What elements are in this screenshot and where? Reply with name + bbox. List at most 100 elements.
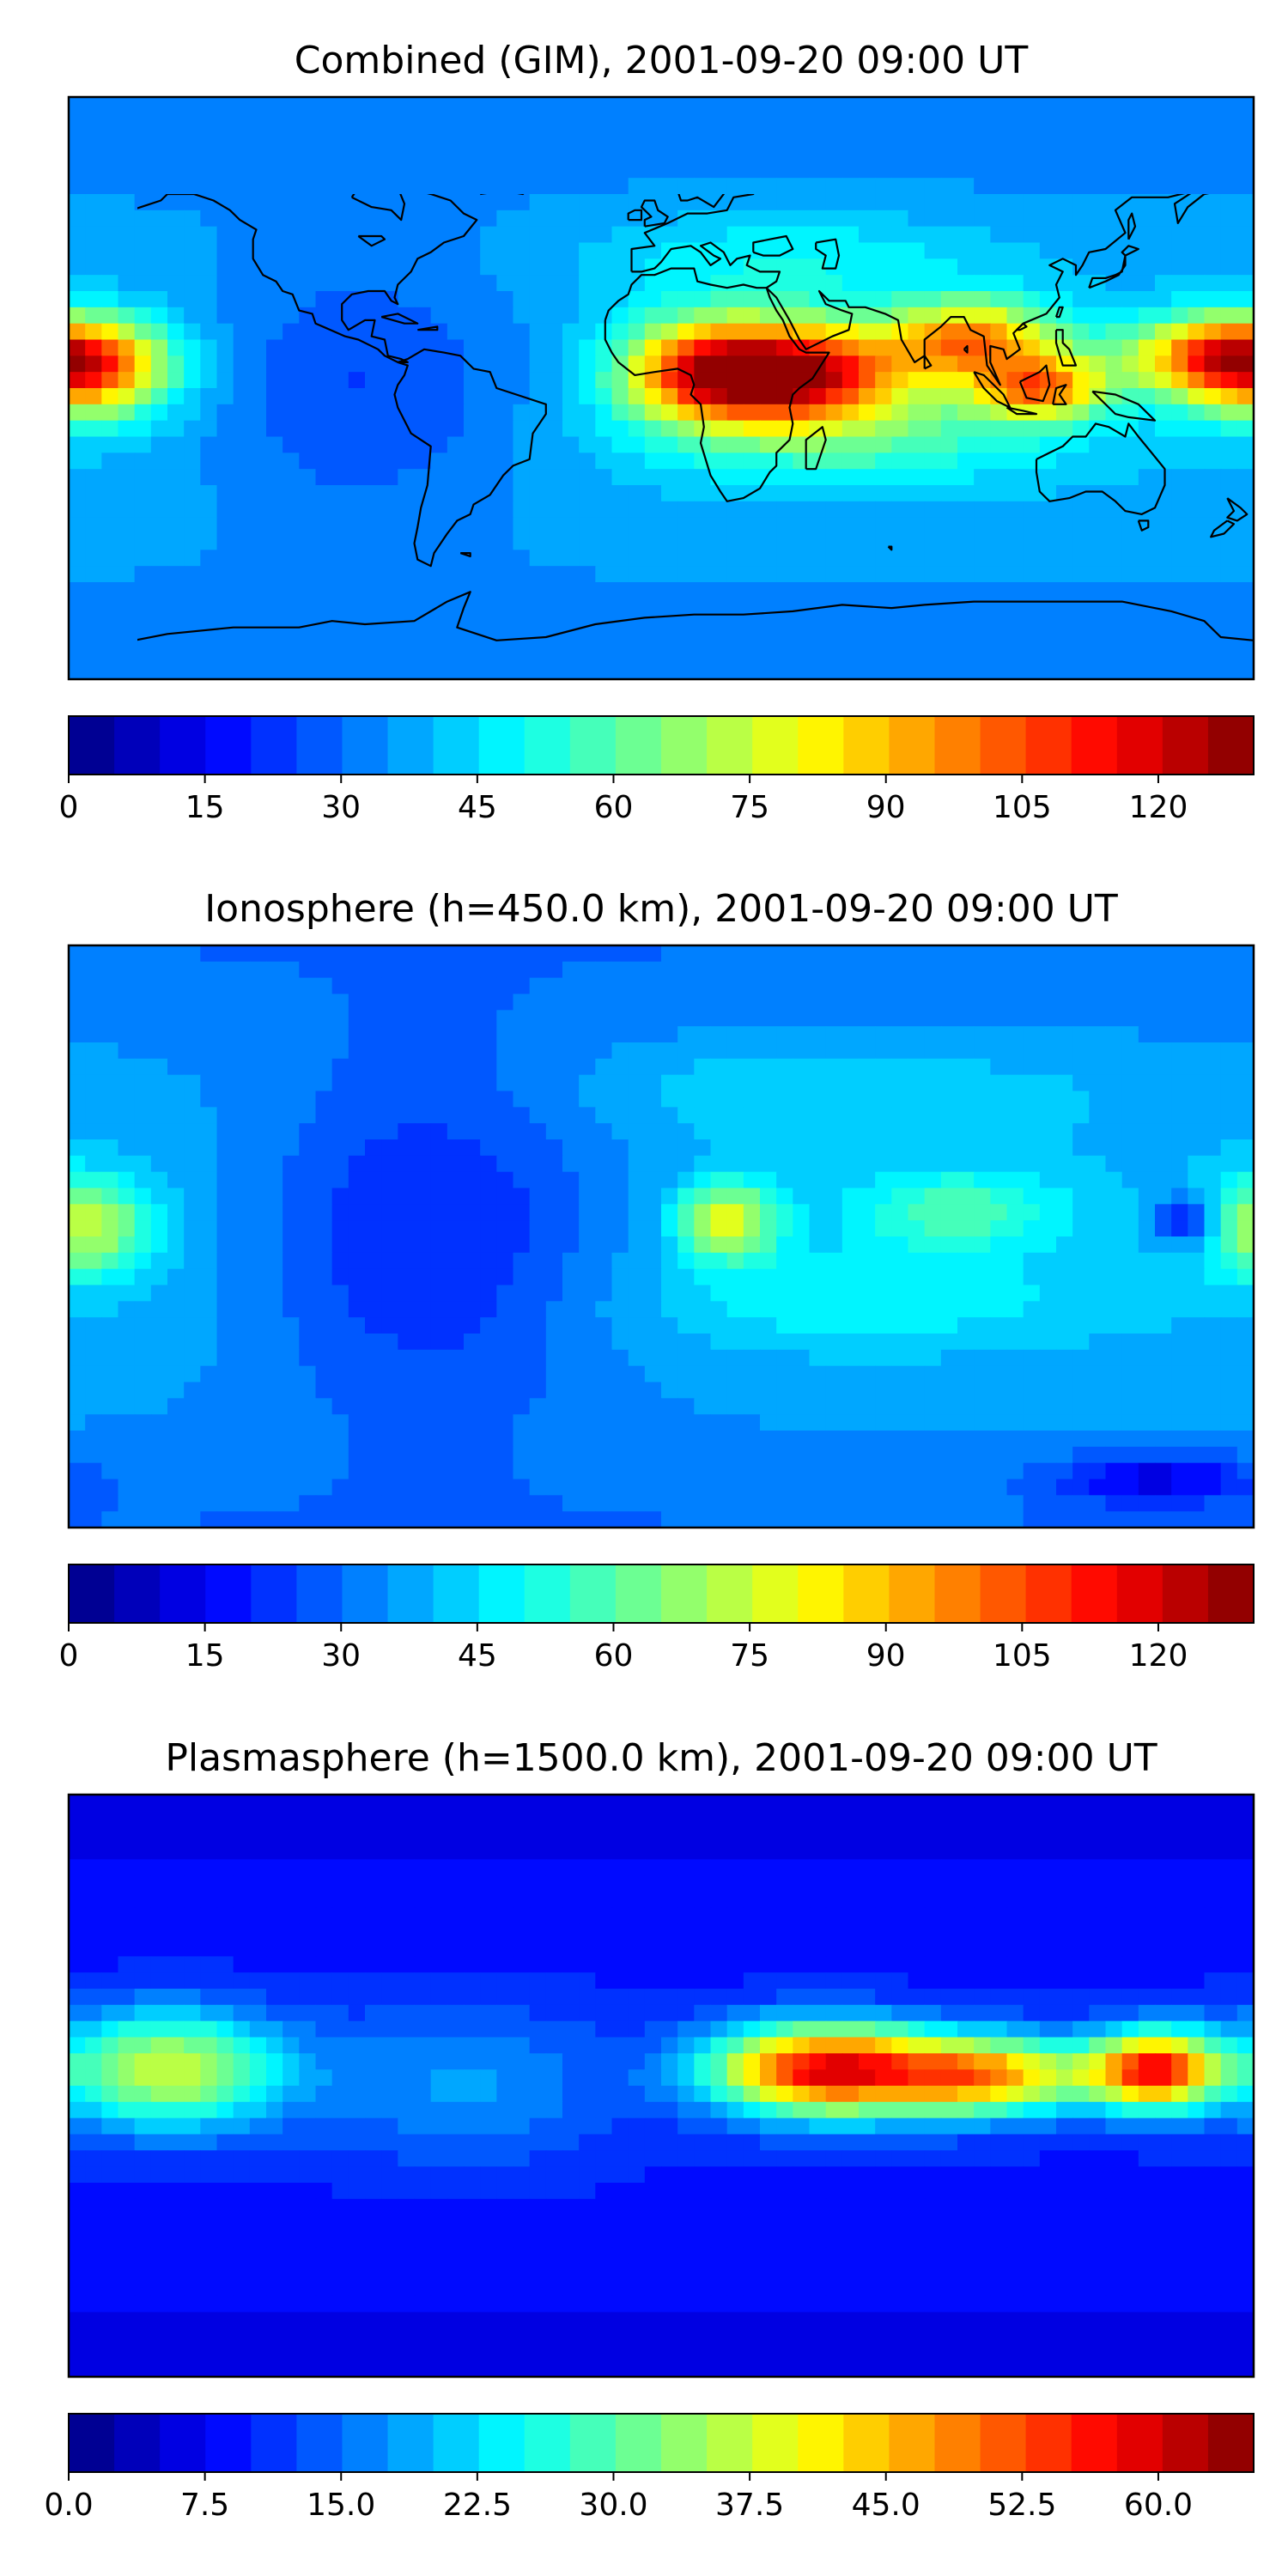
field-cell [776,566,793,583]
field-cell [430,1301,448,1318]
field-cell [315,178,333,195]
field-cell [793,647,811,664]
field-cell [825,307,843,325]
field-cell [1204,1252,1222,1270]
field-cell [69,1123,86,1140]
field-cell [562,1317,580,1334]
field-cell [430,1042,448,1060]
field-cell [809,372,827,389]
field-cell [529,1252,547,1270]
field-cell [134,1010,152,1027]
field-cell [496,1317,514,1334]
field-cell [957,1107,975,1124]
field-cell [348,307,366,325]
field-cell [859,1188,876,1205]
field-cell [1072,961,1090,979]
field-cell [611,372,629,389]
field-cell [315,323,333,341]
field-cell [1138,1171,1156,1189]
field-cell [1089,1010,1107,1027]
field-cell [793,1058,811,1076]
field-cell [628,372,646,389]
field-cell [464,145,481,162]
field-cell [200,129,218,147]
field-cell [859,614,876,632]
field-cell [776,1301,793,1318]
field-cell [1039,291,1057,308]
field-cell [841,388,860,405]
field-cell [447,1042,465,1060]
field-cell [184,1252,201,1270]
field-cell [1056,1010,1073,1027]
field-cell [710,355,728,373]
field-cell [579,258,596,276]
field-cell [661,598,678,616]
field-cell [184,388,201,405]
field-cell [1138,1334,1156,1351]
field-cell [480,388,497,405]
colorbar-swatch [433,716,480,775]
field-cell [398,1317,416,1334]
field-cell [233,388,251,405]
field-cell [249,97,267,114]
field-cell [1204,1074,1222,1092]
field-cell [1204,533,1222,550]
field-cell [299,1058,317,1076]
field-cell [1121,614,1139,632]
field-cell [545,1334,563,1351]
field-cell [990,517,1008,535]
field-cell [331,194,349,211]
field-cell [233,307,251,325]
field-cell [908,1446,926,1464]
field-cell [974,1139,991,1157]
field-cell [1204,614,1222,632]
field-cell [184,1091,201,1108]
field-cell [1188,1317,1206,1334]
field-cell [118,1058,136,1076]
field-cell [1204,258,1222,276]
field-cell [726,1204,744,1221]
field-cell [233,1334,251,1351]
field-cell [908,453,926,470]
field-cell [233,242,251,259]
field-cell [150,275,168,292]
field-cell [1023,630,1041,647]
colorbar-swatch [1116,716,1163,775]
field-cell [315,1398,333,1415]
field-cell [134,485,152,502]
field-cell [710,339,728,356]
field-cell [200,1349,218,1367]
field-cell [661,1091,678,1108]
field-cell [776,1155,793,1173]
field-cell [1155,145,1172,162]
field-cell [348,388,366,405]
field-cell [545,242,563,259]
field-cell [529,226,547,244]
field-cell [1171,1220,1188,1237]
field-cell [891,533,909,550]
field-cell [150,961,168,979]
field-cell [908,210,926,228]
field-cell [743,275,761,292]
field-cell [1056,194,1073,211]
field-cell [1138,1107,1156,1124]
field-cell [957,1171,975,1189]
field-cell [1188,1042,1206,1060]
field-cell [841,647,860,664]
field-cell [940,1301,958,1318]
field-cell [1220,1204,1238,1221]
field-cell [628,1155,646,1173]
field-cell [1204,242,1222,259]
field-cell [743,647,761,664]
field-cell [1089,469,1107,486]
field-cell [1105,323,1123,341]
field-cell [398,1107,416,1124]
field-cell [1056,1188,1073,1205]
field-cell [348,1268,366,1286]
field-cell [216,1252,234,1270]
field-cell [595,647,613,664]
field-cell [545,339,563,356]
field-cell [611,404,629,422]
field-cell [134,161,152,179]
field-cell [726,1398,744,1415]
